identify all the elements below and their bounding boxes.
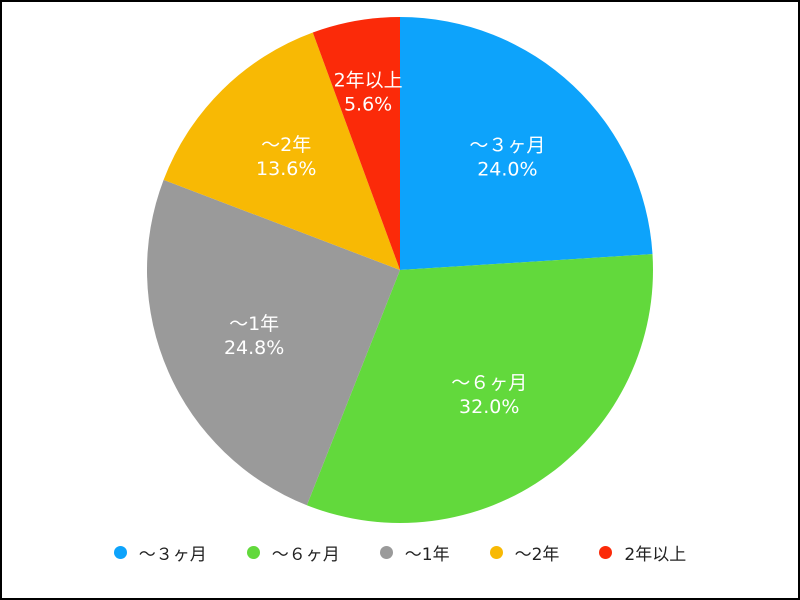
legend-marker-1-year <box>379 545 393 559</box>
legend-label-over-2-years: 2年以上 <box>624 544 687 565</box>
legend-marker-3-months <box>113 545 127 559</box>
legend-item-6-months: ～６ヶ月 <box>246 540 340 565</box>
slice-label-2-years: ～2年 <box>261 134 311 156</box>
legend-marker-6-months <box>246 545 260 559</box>
slice-percent-6-months: 32.0% <box>459 396 519 418</box>
slice-label-6-months: ～６ヶ月 <box>451 372 527 394</box>
legend-label-1-year: ～1年 <box>404 544 450 565</box>
slice-label-over-2-years: 2年以上 <box>334 70 403 92</box>
legend-item-3-months: ～３ヶ月 <box>113 540 207 565</box>
pie-slice-over-2-years <box>312 17 400 270</box>
slice-percent-3-months: 24.0% <box>477 159 537 181</box>
legend-marker-2-years <box>489 545 503 559</box>
slice-label-3-months: ～３ヶ月 <box>469 135 545 157</box>
slice-percent-2-years: 13.6% <box>256 158 316 180</box>
pie-slice-6-months <box>306 254 653 523</box>
legend-item-1-year: ～1年 <box>379 540 450 565</box>
pie-slices <box>146 17 653 523</box>
legend-label-3-months: ～３ヶ月 <box>138 544 207 565</box>
legend-item-2-years: ～2年 <box>489 540 560 565</box>
legend: ～３ヶ月 ～６ヶ月 ～1年 ～2年 2年以上 <box>0 538 800 566</box>
legend-label-6-months: ～６ヶ月 <box>271 544 340 565</box>
legend-item-over-2-years: 2年以上 <box>599 540 686 565</box>
slice-percent-over-2-years: 5.6% <box>344 94 392 116</box>
pie-slice-2-years <box>163 32 400 270</box>
legend-label-2-years: ～2年 <box>514 544 560 565</box>
pie-slice-3-months <box>400 17 653 270</box>
legend-marker-over-2-years <box>599 545 613 559</box>
slice-label-1-year: ～1年 <box>229 313 279 335</box>
pie-slice-1-year <box>146 179 400 506</box>
slice-percent-1-year: 24.8% <box>224 337 284 359</box>
